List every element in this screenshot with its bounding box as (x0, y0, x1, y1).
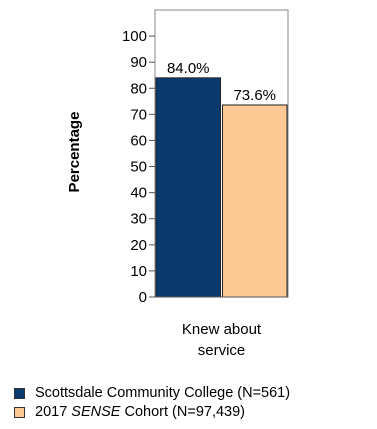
legend-swatch-college (14, 388, 25, 399)
y-tick-label: 0 (139, 289, 147, 306)
legend: Scottsdale Community College (N=561) 201… (14, 384, 290, 422)
y-tick-label: 40 (130, 185, 147, 202)
y-tick-label: 90 (130, 54, 147, 71)
legend-label-college: Scottsdale Community College (N=561) (35, 385, 291, 401)
y-tick-label: 100 (122, 28, 147, 45)
y-tick-label: 80 (130, 80, 147, 97)
bar (222, 104, 288, 298)
y-tick-label: 20 (130, 237, 147, 254)
x-category-label: service (198, 342, 246, 359)
y-tick-label: 50 (130, 159, 147, 176)
bar-data-label: 73.6% (233, 87, 276, 104)
y-tick-label: 60 (130, 132, 147, 149)
bar-data-label: 84.0% (167, 60, 210, 77)
y-tick-label: 30 (130, 211, 147, 228)
legend-swatch-cohort (14, 407, 25, 418)
legend-item-college: Scottsdale Community College (N=561) (14, 384, 290, 403)
legend-item-cohort: 2017 SENSE Cohort (N=97,439) (14, 403, 290, 422)
y-tick-label: 70 (130, 106, 147, 123)
bar (155, 77, 221, 298)
x-category-label: Knew about (182, 321, 262, 338)
y-axis-label: Percentage (66, 112, 83, 193)
y-tick-label: 10 (130, 263, 147, 280)
legend-label-cohort: 2017 SENSE Cohort (N=97,439) (35, 404, 245, 420)
